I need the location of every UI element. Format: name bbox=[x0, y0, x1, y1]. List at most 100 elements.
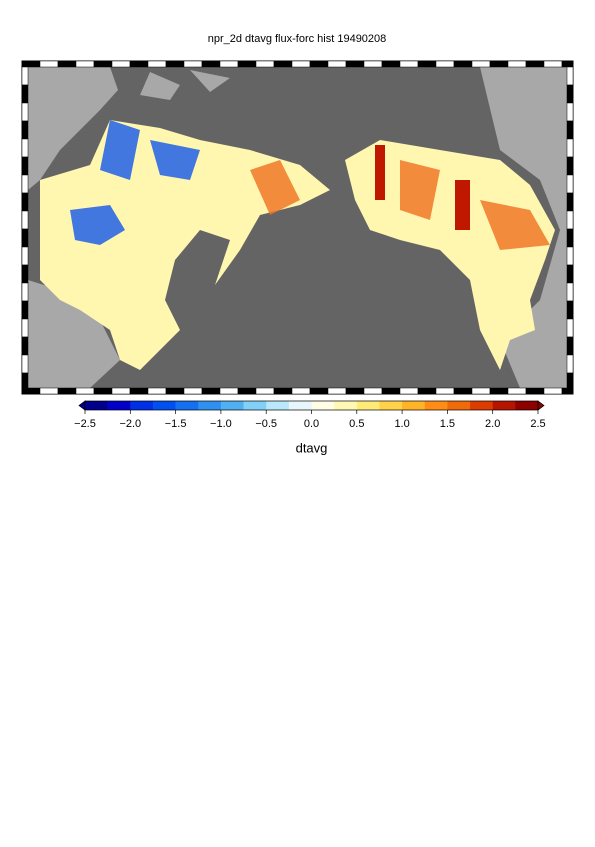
border-cell bbox=[471, 387, 491, 395]
border-cell bbox=[507, 387, 527, 395]
border-cell bbox=[21, 174, 29, 194]
border-cell bbox=[237, 387, 257, 395]
border-cell bbox=[363, 60, 383, 68]
border-cell bbox=[381, 387, 401, 395]
color-swatch bbox=[356, 401, 380, 410]
border-cell bbox=[525, 60, 545, 68]
color-swatch bbox=[311, 401, 335, 410]
border-cell bbox=[566, 246, 574, 266]
border-cell bbox=[566, 138, 574, 158]
border-cell bbox=[453, 60, 473, 68]
border-cell bbox=[566, 192, 574, 212]
color-swatch bbox=[288, 401, 312, 410]
border-cell bbox=[273, 60, 293, 68]
color-swatch bbox=[198, 401, 222, 410]
border-cell bbox=[566, 372, 574, 389]
border-cell bbox=[21, 156, 29, 176]
tick-label: 1.5 bbox=[440, 418, 455, 430]
border-cell bbox=[57, 387, 77, 395]
tick-label: −2.5 bbox=[74, 418, 96, 430]
border-cell bbox=[57, 60, 77, 68]
border-cell bbox=[345, 60, 365, 68]
border-cell bbox=[21, 120, 29, 140]
color-swatch bbox=[175, 401, 199, 410]
border-cell bbox=[566, 300, 574, 320]
tick-label: −1.0 bbox=[210, 418, 232, 430]
color-swatch bbox=[470, 401, 493, 410]
border-cell bbox=[309, 60, 329, 68]
border-cell bbox=[39, 60, 59, 68]
border-cell bbox=[566, 228, 574, 248]
colorbar-label: dtavg bbox=[296, 440, 328, 455]
border-cell bbox=[471, 60, 491, 68]
color-swatch bbox=[424, 401, 448, 410]
border-cell bbox=[111, 387, 131, 395]
border-cell bbox=[566, 282, 574, 302]
border-cell bbox=[255, 60, 275, 68]
map-title: npr_2d dtavg flux-forc hist 19490208 bbox=[208, 33, 387, 45]
color-swatch bbox=[492, 401, 516, 410]
map bbox=[21, 60, 574, 395]
tick-label: −1.5 bbox=[165, 418, 187, 430]
border-cell bbox=[111, 60, 131, 68]
border-cell bbox=[543, 60, 563, 68]
border-cell bbox=[21, 354, 29, 374]
border-cell bbox=[453, 387, 473, 395]
border-cell bbox=[435, 387, 455, 395]
border-cell bbox=[543, 387, 563, 395]
border-cell bbox=[291, 387, 311, 395]
color-swatch bbox=[515, 401, 539, 410]
border-cell bbox=[129, 60, 149, 68]
border-cell bbox=[255, 387, 275, 395]
border-cell bbox=[219, 60, 239, 68]
tick-label: 2.0 bbox=[485, 418, 500, 430]
border-cell bbox=[75, 60, 95, 68]
tick-label: 0.0 bbox=[304, 418, 319, 430]
data-patch bbox=[250, 160, 550, 250]
border-cell bbox=[21, 387, 41, 395]
color-swatch bbox=[266, 401, 290, 410]
border-cell bbox=[183, 60, 203, 68]
border-cell bbox=[566, 84, 574, 104]
land bbox=[28, 67, 118, 190]
tick-label: −2.0 bbox=[119, 418, 141, 430]
border-cell bbox=[566, 264, 574, 284]
border-cell bbox=[165, 60, 185, 68]
border-cell bbox=[93, 387, 113, 395]
border-cell bbox=[21, 228, 29, 248]
border-cell bbox=[566, 174, 574, 194]
colorbar: −2.5 −2.0 −1.5 −1.0 −0.5 0.0 0.5 1.0 1.5 2.0 2.5 dt… bbox=[74, 400, 546, 455]
border-cell bbox=[435, 60, 455, 68]
data-patch bbox=[375, 145, 470, 230]
border-cell bbox=[21, 246, 29, 266]
island bbox=[140, 70, 230, 100]
border-cell bbox=[345, 387, 365, 395]
land bbox=[480, 67, 567, 388]
color-swatch bbox=[152, 401, 176, 410]
border-cell bbox=[566, 318, 574, 338]
color-swatch bbox=[379, 401, 403, 410]
border-cell bbox=[566, 66, 574, 86]
border-cell bbox=[399, 60, 419, 68]
border-cell bbox=[21, 60, 41, 68]
border-cell bbox=[327, 60, 347, 68]
border-cell bbox=[21, 336, 29, 356]
color-swatch bbox=[85, 401, 108, 410]
border-cell bbox=[381, 60, 401, 68]
border-cell bbox=[566, 120, 574, 140]
extend-arrow bbox=[537, 400, 545, 411]
border-cell bbox=[417, 60, 437, 68]
border-cell bbox=[489, 60, 509, 68]
border-cell bbox=[21, 264, 29, 284]
tick-label: −0.5 bbox=[255, 418, 277, 430]
border-cell bbox=[566, 102, 574, 122]
border-cell bbox=[566, 210, 574, 230]
border-cell bbox=[201, 387, 221, 395]
border-cell bbox=[561, 60, 574, 68]
border-cell bbox=[21, 282, 29, 302]
border-cell bbox=[39, 387, 59, 395]
color-swatch bbox=[107, 401, 131, 410]
border-cell bbox=[566, 156, 574, 176]
tick-label: 2.5 bbox=[530, 418, 545, 430]
border-cell bbox=[129, 387, 149, 395]
